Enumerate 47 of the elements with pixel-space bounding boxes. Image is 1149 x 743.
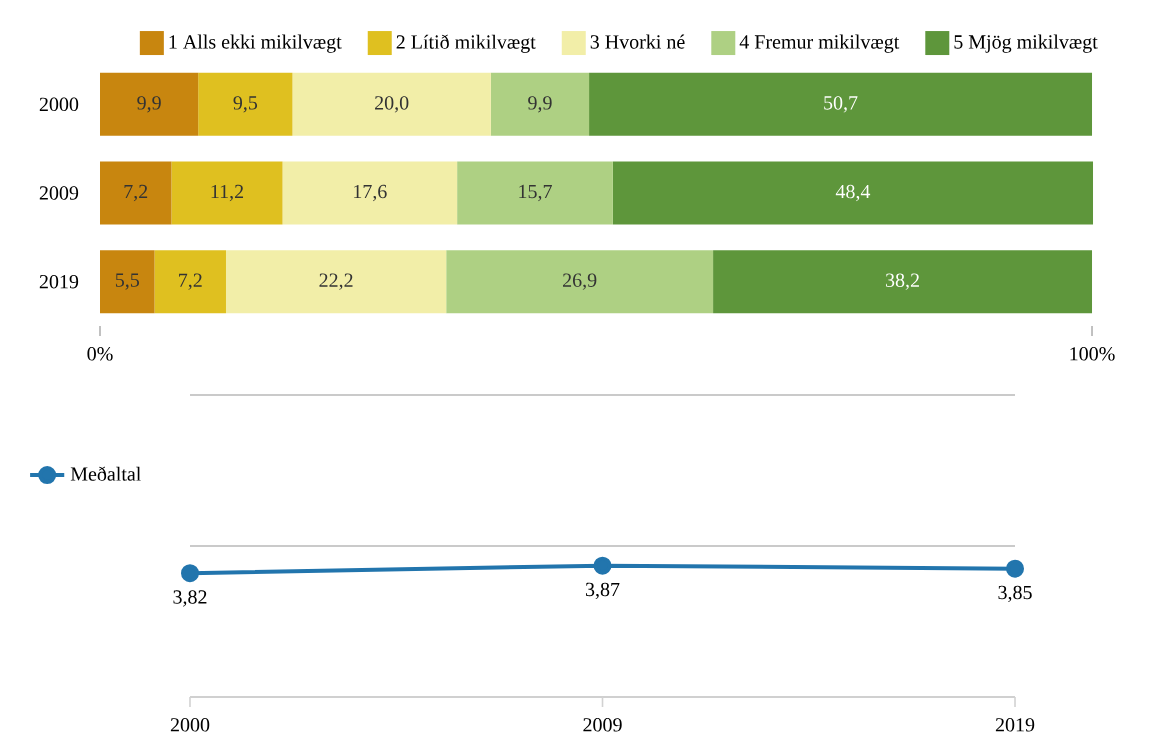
data-label: 7,2 — [179, 273, 202, 290]
bar — [198, 72, 293, 136]
legend-label: 5 Mjög mikilvægt — [954, 34, 1098, 53]
data-label: 22,2 — [319, 273, 353, 290]
y-tick-label: 2000 — [39, 97, 79, 112]
data-label: 11,2 — [211, 184, 244, 202]
bar — [446, 250, 714, 314]
data-label: 9,9 — [528, 96, 552, 113]
bar — [100, 250, 155, 314]
x-tick-label: 100% — [1070, 347, 1115, 361]
bar — [171, 161, 283, 225]
data-label: 50,7 — [824, 96, 858, 113]
data-label: 38,2 — [886, 273, 919, 290]
x-tick-label: 0% — [87, 347, 113, 361]
data-label: 17,6 — [354, 184, 387, 202]
data-label: 20,0 — [375, 96, 409, 113]
bar — [457, 161, 613, 225]
data-label: 9,9 — [137, 96, 161, 113]
data-label: 3,82 — [173, 590, 207, 607]
y-tick-label: 2009 — [39, 186, 79, 200]
bar — [292, 72, 491, 136]
legend-label: 2 Lítið mikilvægt — [396, 34, 536, 53]
bar — [225, 250, 447, 314]
data-label: 3,87 — [585, 582, 620, 600]
bar — [713, 250, 1093, 314]
data-label: 7,2 — [124, 184, 148, 202]
data-label: 3,85 — [998, 585, 1032, 603]
bar — [154, 250, 226, 314]
y-tick-label: 2019 — [39, 274, 79, 289]
bar — [100, 161, 172, 225]
legend-label: 4 Fremur mikilvægt — [739, 34, 900, 53]
data-label: 48,4 — [835, 184, 871, 202]
legend-label: 3 Hvorki né — [590, 34, 685, 49]
data-label: 15,7 — [519, 184, 552, 202]
legend-label: 1 Alls ekki mikilvægt — [169, 34, 342, 53]
x-tick-label: 2009 — [583, 718, 622, 732]
x-tick-label: 2000 — [170, 718, 210, 732]
bar — [490, 72, 590, 136]
data-label: 9,5 — [233, 96, 258, 113]
bar — [612, 161, 1094, 225]
bar — [282, 161, 458, 225]
x-tick-label: 2019 — [995, 718, 1035, 732]
bar — [100, 72, 199, 136]
bar — [589, 72, 1093, 136]
data-label: 26,9 — [563, 273, 597, 290]
data-label: 5,5 — [115, 273, 139, 290]
legend-label: Meðaltal — [70, 466, 141, 481]
